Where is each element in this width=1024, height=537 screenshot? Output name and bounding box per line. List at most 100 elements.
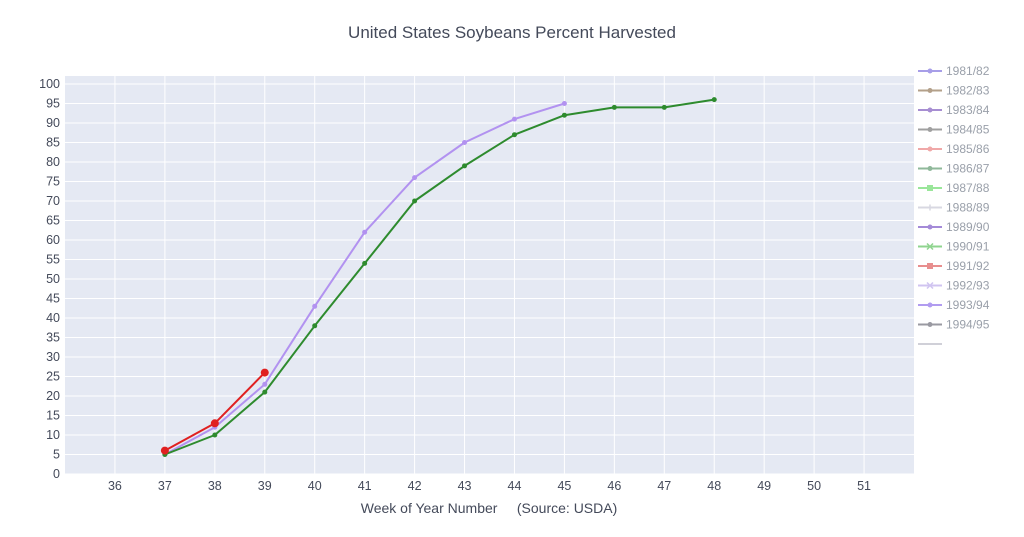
y-tick-label: 80 — [46, 155, 60, 169]
y-tick-label: 30 — [46, 350, 60, 364]
legend-label: 1986/87 — [946, 162, 990, 176]
data-point[interactable] — [711, 97, 717, 103]
data-point[interactable] — [561, 101, 567, 106]
x-axis-ticks: 36 37 38 39 40 41 42 43 44 45 46 47 48 49 50 51 — [108, 479, 871, 493]
legend-label: 1981/82 — [946, 64, 990, 78]
x-tick-label: 40 — [308, 479, 322, 493]
y-tick-label: 20 — [46, 389, 60, 403]
x-tick-label: 38 — [208, 479, 222, 493]
legend-label: 1994/95 — [946, 318, 990, 332]
data-point[interactable] — [210, 419, 219, 428]
legend-marker — [927, 322, 933, 327]
data-point[interactable] — [362, 229, 368, 235]
y-tick-label: 95 — [46, 97, 60, 111]
x-tick-label: 42 — [408, 479, 422, 493]
data-point[interactable] — [462, 163, 468, 169]
legend-item[interactable]: 1989/90 — [918, 220, 990, 234]
legend-label: 1992/93 — [946, 279, 990, 293]
y-tick-label: 50 — [46, 272, 60, 286]
y-axis-ticks: 0 5 10 15 20 25 30 35 40 45 50 55 60 65 70 75 80 85 90 95 10… — [39, 77, 60, 481]
legend-marker — [927, 146, 933, 152]
data-point[interactable] — [611, 104, 617, 110]
legend-marker — [927, 302, 933, 308]
y-tick-label: 85 — [46, 136, 60, 150]
x-tick-label: 36 — [108, 479, 122, 493]
legend-label: 1993/94 — [946, 298, 990, 312]
x-tick-label: 48 — [707, 479, 721, 493]
legend-item[interactable]: 1991/92 — [918, 259, 990, 273]
data-point[interactable] — [362, 260, 368, 266]
x-tick-label: 46 — [607, 479, 621, 493]
y-tick-label: 10 — [46, 428, 60, 442]
x-tick-label: 50 — [807, 479, 821, 493]
series-1 — [162, 97, 717, 457]
legend-item[interactable]: 1992/93 — [918, 279, 990, 293]
data-point[interactable] — [160, 446, 169, 455]
legend-label: 1990/91 — [946, 240, 990, 254]
legend-item[interactable]: 1988/89 — [918, 201, 990, 215]
data-point[interactable] — [511, 132, 517, 138]
x-tick-label: 51 — [857, 479, 871, 493]
data-point[interactable] — [561, 112, 567, 118]
data-point[interactable] — [262, 389, 268, 395]
legend-item[interactable]: 1987/88 — [918, 181, 990, 195]
grid — [65, 76, 914, 475]
y-tick-label: 25 — [46, 370, 60, 384]
legend-label: 1988/89 — [946, 201, 990, 215]
data-point[interactable] — [661, 104, 667, 110]
data-point[interactable] — [260, 368, 269, 377]
data-point[interactable] — [511, 116, 517, 122]
legend-item[interactable]: 1982/83 — [918, 84, 990, 98]
legend-marker — [926, 281, 934, 290]
x-axis-title: Week of Year Number (Source: USDA) — [361, 500, 618, 516]
legend-item[interactable]: 1993/94 — [918, 298, 990, 312]
y-tick-label: 100 — [39, 77, 60, 91]
legend-marker — [927, 224, 933, 230]
x-tick-label: 39 — [258, 479, 272, 493]
plot-area — [65, 76, 914, 474]
x-tick-label: 47 — [657, 479, 671, 493]
legend-marker — [927, 88, 933, 93]
legend-label: 1989/90 — [946, 220, 990, 234]
y-tick-label: 90 — [46, 116, 60, 130]
legend-marker — [927, 263, 933, 269]
y-tick-label: 70 — [46, 194, 60, 208]
data-point[interactable] — [312, 323, 318, 329]
legend-item[interactable]: 1984/85 — [918, 123, 990, 137]
data-point[interactable] — [412, 175, 418, 181]
legend-marker — [927, 127, 933, 132]
chart-title: United States Soybeans Percent Harvested — [348, 23, 676, 42]
legend-item[interactable]: 1990/91 — [918, 240, 990, 254]
y-tick-label: 45 — [46, 292, 60, 306]
legend-marker — [926, 242, 934, 251]
legend-item[interactable]: 1986/87 — [918, 162, 990, 176]
y-tick-label: 60 — [46, 233, 60, 247]
series-layer — [160, 97, 717, 457]
legend-label: 1983/84 — [946, 103, 990, 117]
x-tick-label: 41 — [358, 479, 372, 493]
legend-item[interactable]: 1985/86 — [918, 142, 990, 156]
legend-item[interactable]: 1983/84 — [918, 103, 990, 117]
legend-marker — [927, 166, 933, 171]
y-tick-label: 40 — [46, 311, 60, 325]
series-2 — [160, 368, 269, 455]
legend-marker — [927, 68, 933, 74]
data-point[interactable] — [462, 140, 468, 145]
x-tick-label: 49 — [757, 479, 771, 493]
x-tick-label: 37 — [158, 479, 172, 493]
legend-label: 1991/92 — [946, 259, 990, 273]
legend[interactable]: 1981/82 1982/83 1983/84 1984/85 1985/86 1986/… — [918, 64, 990, 345]
legend-item[interactable]: 1981/82 — [918, 64, 990, 78]
legend-item[interactable]: 1994/95 — [918, 318, 990, 332]
data-point[interactable] — [212, 432, 218, 438]
data-point[interactable] — [312, 303, 318, 309]
x-tick-label: 43 — [458, 479, 472, 493]
y-tick-label: 55 — [46, 253, 60, 267]
legend-marker — [927, 107, 933, 113]
legend-label: 1985/86 — [946, 142, 990, 156]
y-tick-label: 5 — [53, 448, 60, 462]
legend-label: 1982/83 — [946, 84, 990, 98]
data-point[interactable] — [412, 198, 418, 204]
data-point[interactable] — [262, 381, 268, 387]
